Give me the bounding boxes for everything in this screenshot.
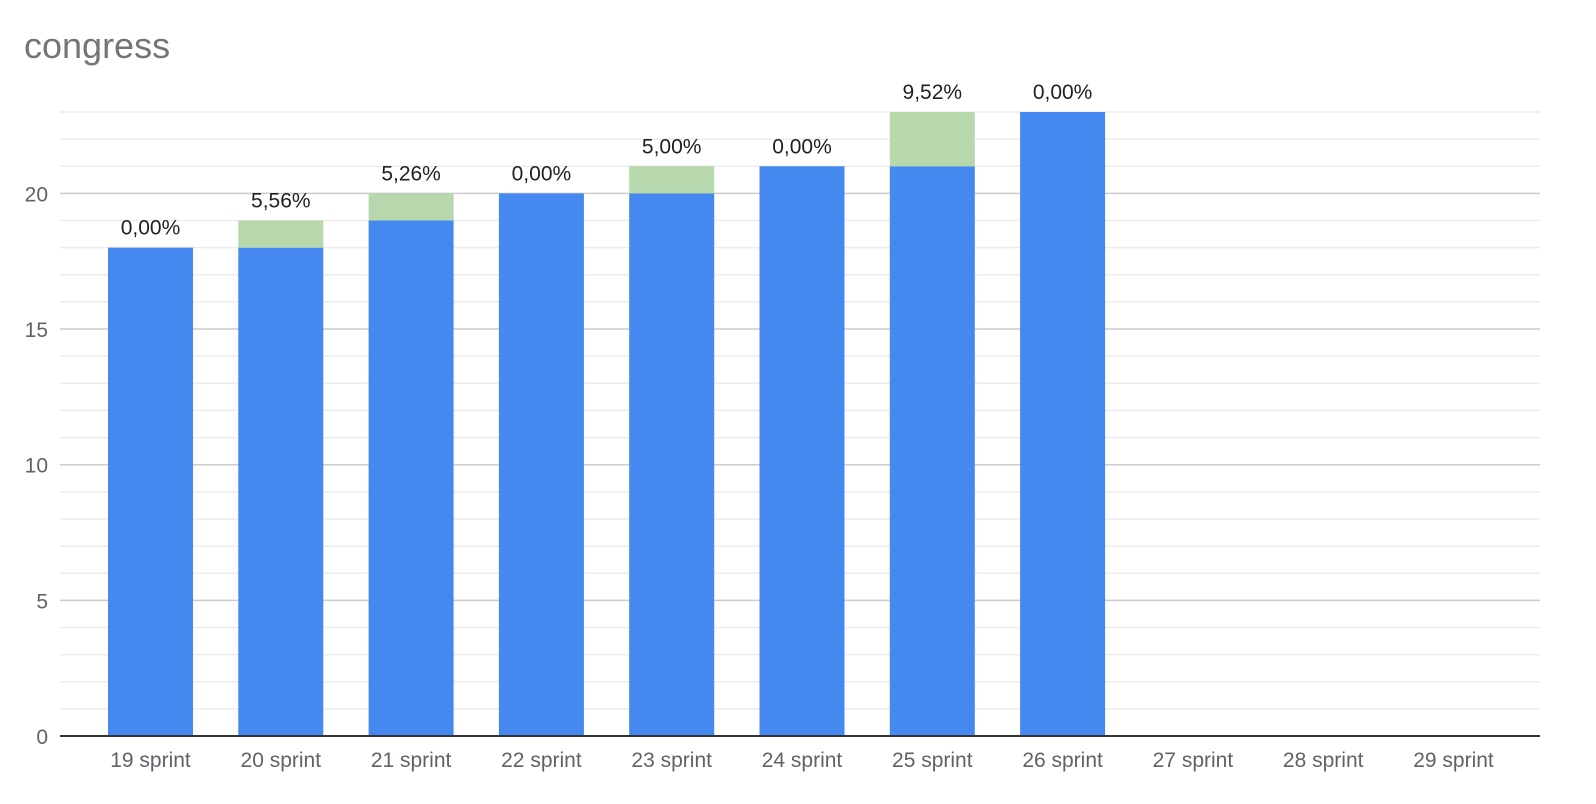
data-label: 5,26%	[381, 162, 441, 185]
bars	[108, 112, 1106, 737]
x-tick-label: 25 sprint	[892, 749, 973, 772]
y-tick-label: 10	[25, 455, 48, 478]
bar-segment-secondary	[368, 193, 454, 221]
data-label: 5,00%	[642, 135, 702, 158]
chart-title: congress	[24, 25, 170, 66]
bar-segment-secondary	[889, 112, 975, 167]
bar-segment-secondary	[238, 220, 324, 248]
x-axis-tick-labels: 19 sprint 20 sprint 21 sprint 22 sprint 23 s…	[110, 749, 1494, 772]
x-tick-label: 28 sprint	[1283, 749, 1364, 772]
bar-segment-primary	[368, 220, 454, 737]
bar-segment-primary	[238, 247, 324, 737]
x-tick-label: 26 sprint	[1022, 749, 1103, 772]
x-tick-label: 20 sprint	[241, 749, 322, 772]
bar-segment-primary	[759, 166, 845, 736]
y-tick-label: 5	[36, 590, 48, 613]
x-tick-label: 24 sprint	[762, 749, 843, 772]
y-tick-label: 15	[25, 319, 48, 342]
x-tick-label: 21 sprint	[371, 749, 452, 772]
bar-segment-primary	[498, 193, 584, 737]
bar-segment-secondary	[629, 166, 715, 194]
x-tick-label: 29 sprint	[1413, 749, 1494, 772]
y-tick-label: 20	[25, 183, 48, 206]
x-tick-label: 19 sprint	[110, 749, 191, 772]
x-tick-label: 23 sprint	[631, 749, 712, 772]
x-tick-label: 27 sprint	[1153, 749, 1234, 772]
data-label: 5,56%	[251, 190, 311, 213]
data-label: 0,00%	[772, 135, 832, 158]
data-label: 0,00%	[1033, 81, 1093, 104]
y-tick-label: 0	[36, 726, 48, 749]
x-tick-label: 22 sprint	[501, 749, 582, 772]
y-axis-tick-labels: 0 5 10 15 20	[25, 183, 48, 749]
bar-segment-primary	[629, 193, 715, 737]
data-label: 9,52%	[903, 81, 963, 104]
bar-segment-primary	[108, 247, 193, 737]
bar-segment-primary	[1020, 112, 1106, 736]
bar-segment-primary	[889, 166, 975, 736]
data-label: 0,00%	[512, 162, 572, 185]
data-label: 0,00%	[121, 217, 181, 240]
data-labels: 0,00% 5,56% 5,26% 0,00% 5,00% 0,00% 9,52% 0,00%	[121, 81, 1093, 240]
